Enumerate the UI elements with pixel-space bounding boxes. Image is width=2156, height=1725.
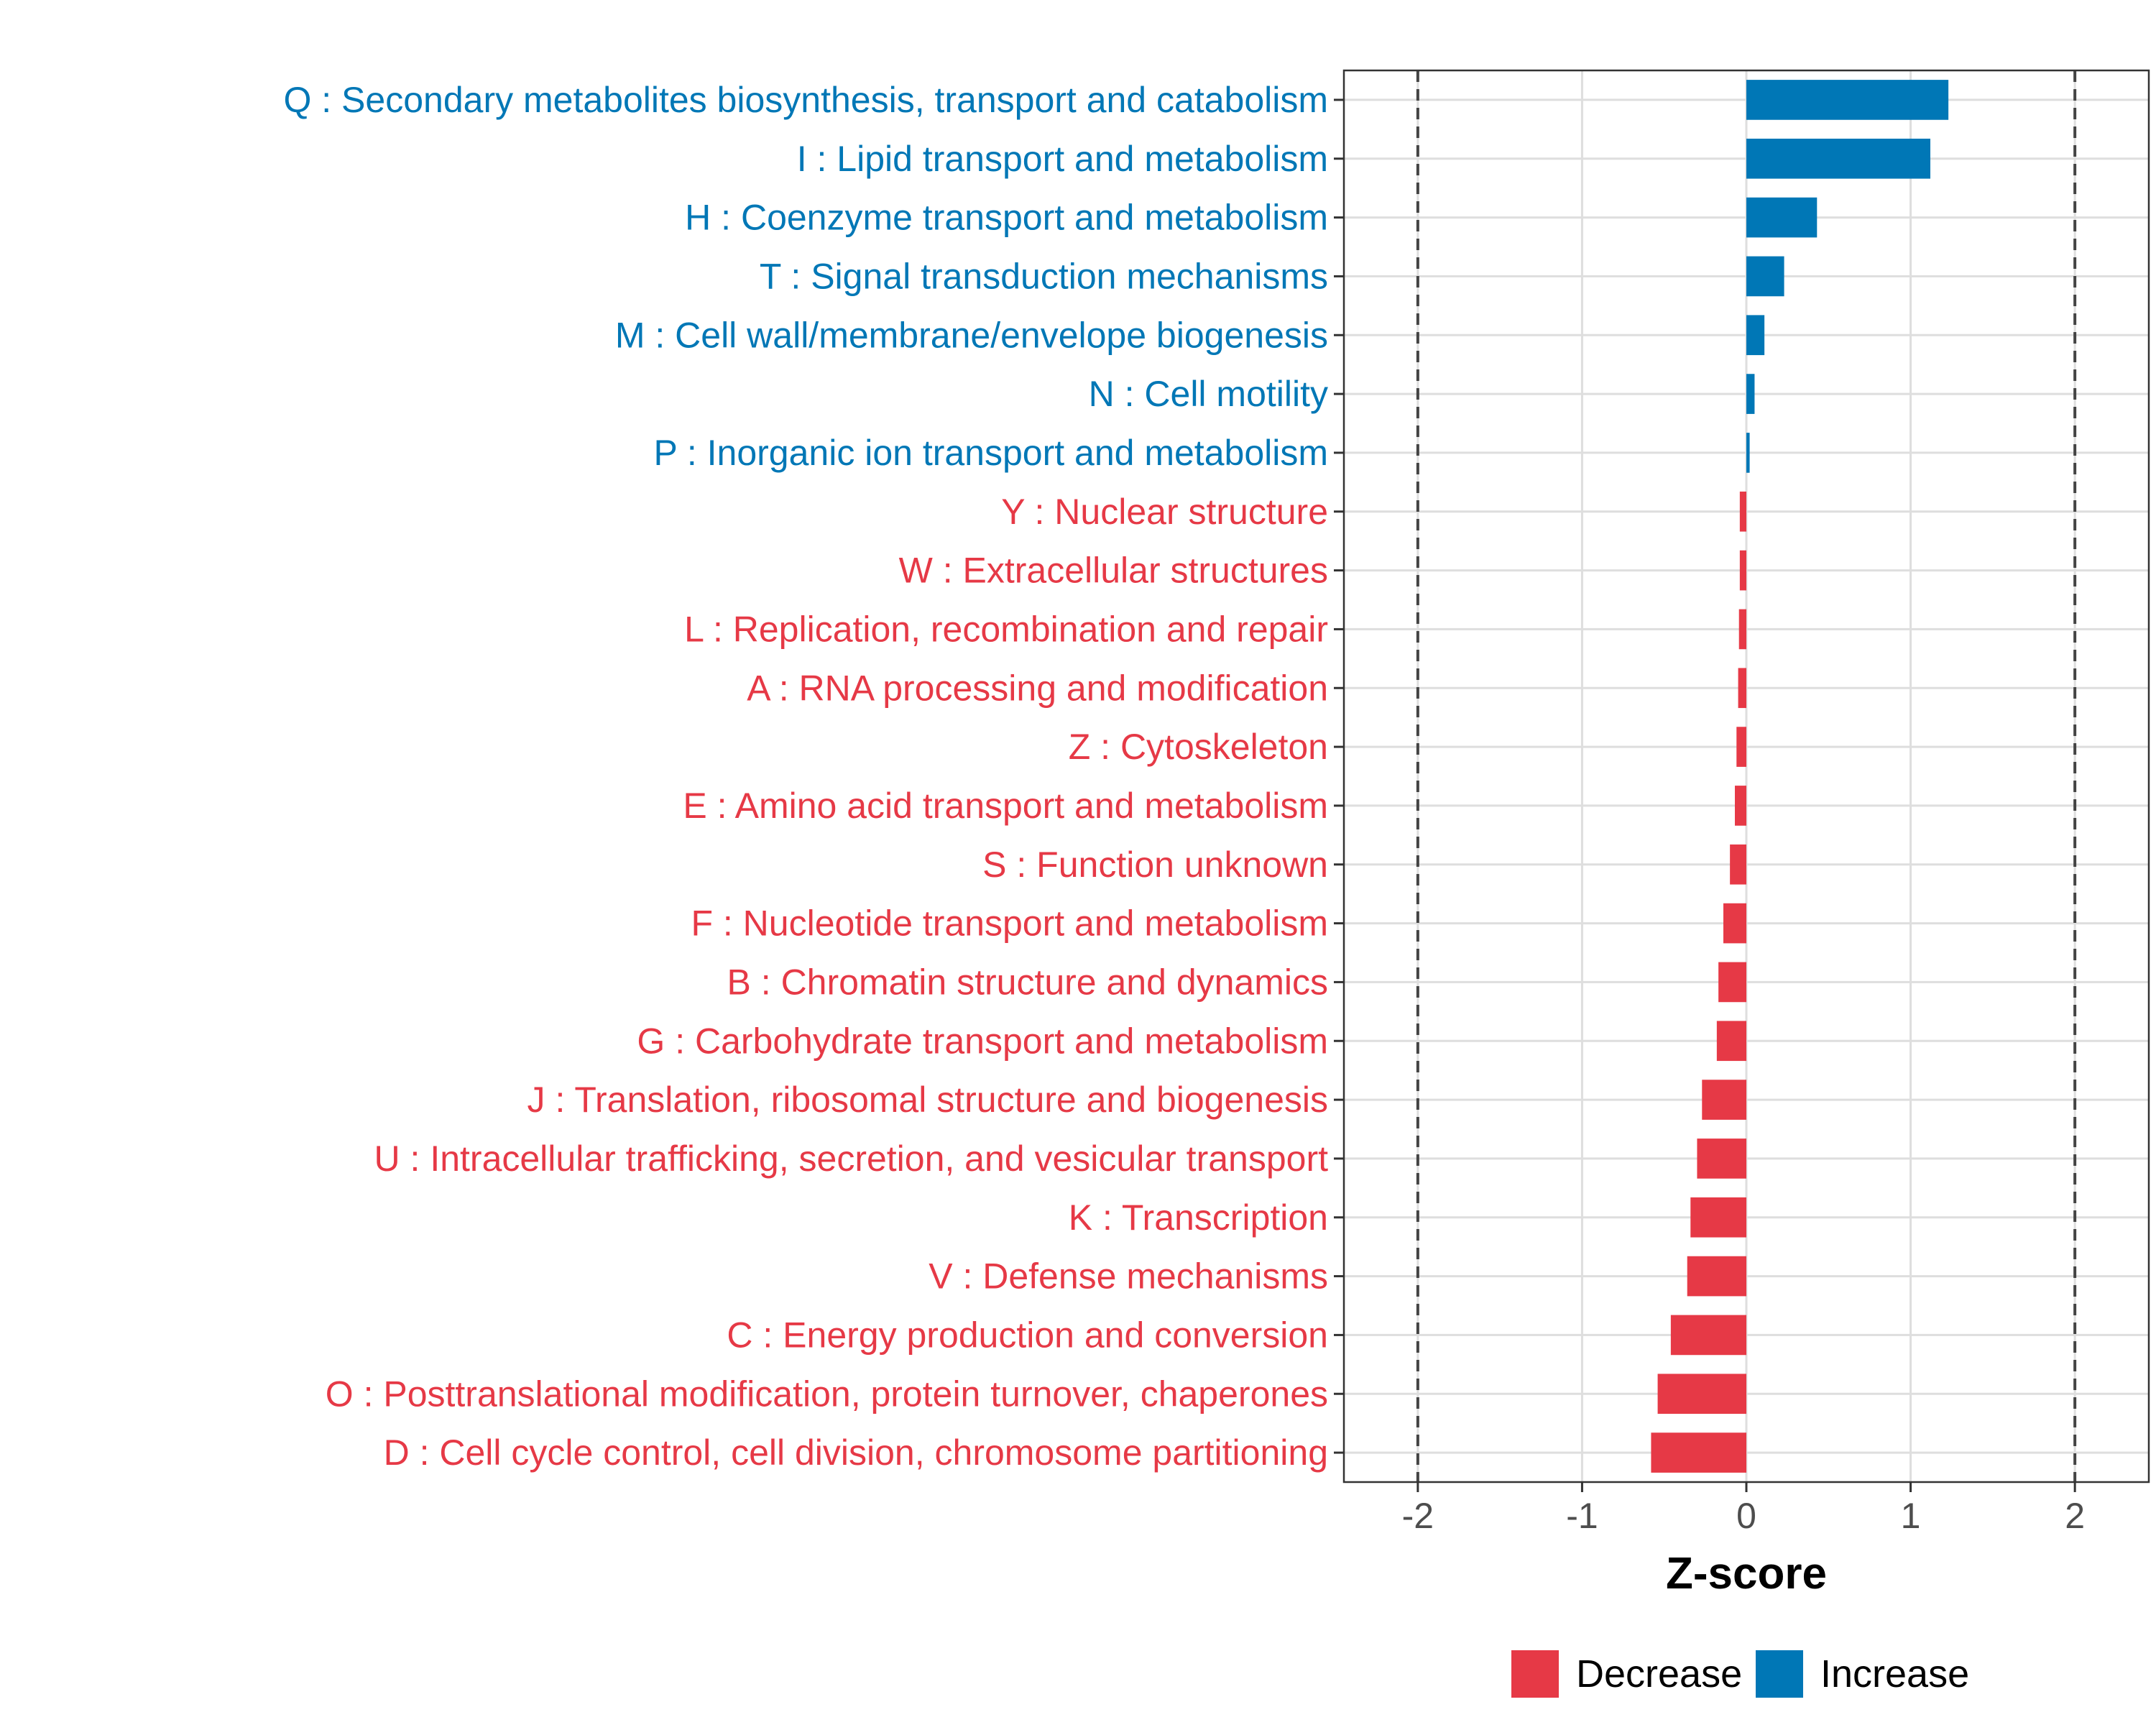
bar xyxy=(1687,1256,1746,1297)
bar xyxy=(1746,433,1750,473)
x-tick-label: 1 xyxy=(1901,1496,1921,1536)
y-tick-label: I : Lipid transport and metabolism xyxy=(797,139,1328,179)
x-tick-label: 2 xyxy=(2065,1496,2085,1536)
y-tick-label: H : Coenzyme transport and metabolism xyxy=(685,198,1328,238)
y-tick-label: Q : Secondary metabolites biosynthesis, … xyxy=(283,80,1328,120)
bar xyxy=(1746,197,1818,238)
y-tick-label: F : Nucleotide transport and metabolism xyxy=(691,903,1328,944)
y-tick-label: L : Replication, recombination and repai… xyxy=(684,609,1328,649)
legend-label: Decrease xyxy=(1576,1652,1742,1696)
x-axis: -2 -1 0 1 2 xyxy=(1402,1482,2085,1536)
bar xyxy=(1718,962,1746,1003)
bar xyxy=(1670,1315,1746,1356)
bar xyxy=(1746,138,1930,179)
bar xyxy=(1739,491,1746,532)
reference-lines xyxy=(1416,70,2077,1482)
y-tick-label: K : Transcription xyxy=(1069,1197,1328,1238)
bar xyxy=(1690,1197,1746,1238)
bar xyxy=(1746,80,1949,120)
legend-key xyxy=(1511,1650,1559,1698)
y-tick-label: J : Translation, ribosomal structure and… xyxy=(528,1080,1328,1120)
y-tick-label: D : Cell cycle control, cell division, c… xyxy=(384,1432,1328,1473)
bar xyxy=(1651,1432,1746,1473)
legend-key xyxy=(1756,1650,1803,1698)
y-tick-label: O : Posttranslational modification, prot… xyxy=(326,1374,1328,1414)
bar xyxy=(1730,844,1746,885)
bar xyxy=(1723,903,1746,944)
bars xyxy=(1651,80,1949,1473)
bar xyxy=(1746,256,1784,297)
y-tick-label: M : Cell wall/membrane/envelope biogenes… xyxy=(615,315,1328,355)
bar xyxy=(1657,1374,1746,1414)
legend: Decrease Increase xyxy=(1511,1650,1969,1698)
bar xyxy=(1739,550,1746,591)
bar xyxy=(1746,374,1755,414)
y-tick-label: P : Inorganic ion transport and metaboli… xyxy=(654,433,1328,473)
y-tick-label: T : Signal transduction mechanisms xyxy=(760,256,1328,296)
bar xyxy=(1746,315,1765,356)
y-tick-label: G : Carbohydrate transport and metabolis… xyxy=(637,1021,1328,1061)
y-tick-label: A : RNA processing and modification xyxy=(747,668,1328,708)
bar xyxy=(1738,609,1746,650)
bar xyxy=(1716,1021,1746,1062)
y-tick-label: N : Cell motility xyxy=(1089,374,1328,414)
x-tick-label: -1 xyxy=(1566,1496,1598,1536)
bar xyxy=(1702,1080,1746,1120)
y-tick-label: C : Energy production and conversion xyxy=(727,1315,1328,1355)
y-axis: Q : Secondary metabolites biosynthesis, … xyxy=(283,80,1344,1473)
y-tick-label: S : Function unknown xyxy=(982,845,1328,885)
x-axis-title: Z-score xyxy=(1666,1549,1827,1598)
x-tick-label: 0 xyxy=(1736,1496,1756,1536)
bar xyxy=(1736,727,1746,767)
y-tick-label: V : Defense mechanisms xyxy=(929,1256,1328,1297)
bar xyxy=(1697,1138,1746,1179)
bar xyxy=(1738,668,1746,709)
y-tick-label: E : Amino acid transport and metabolism xyxy=(683,786,1328,826)
legend-label: Increase xyxy=(1820,1652,1969,1696)
y-tick-label: U : Intracellular trafficking, secretion… xyxy=(374,1138,1329,1179)
y-tick-label: Y : Nuclear structure xyxy=(1001,492,1328,532)
y-tick-label: B : Chromatin structure and dynamics xyxy=(727,962,1328,1002)
y-tick-label: Z : Cytoskeleton xyxy=(1069,727,1328,767)
x-tick-label: -2 xyxy=(1402,1496,1434,1536)
bar xyxy=(1735,786,1746,826)
y-tick-label: W : Extracellular structures xyxy=(899,551,1328,591)
